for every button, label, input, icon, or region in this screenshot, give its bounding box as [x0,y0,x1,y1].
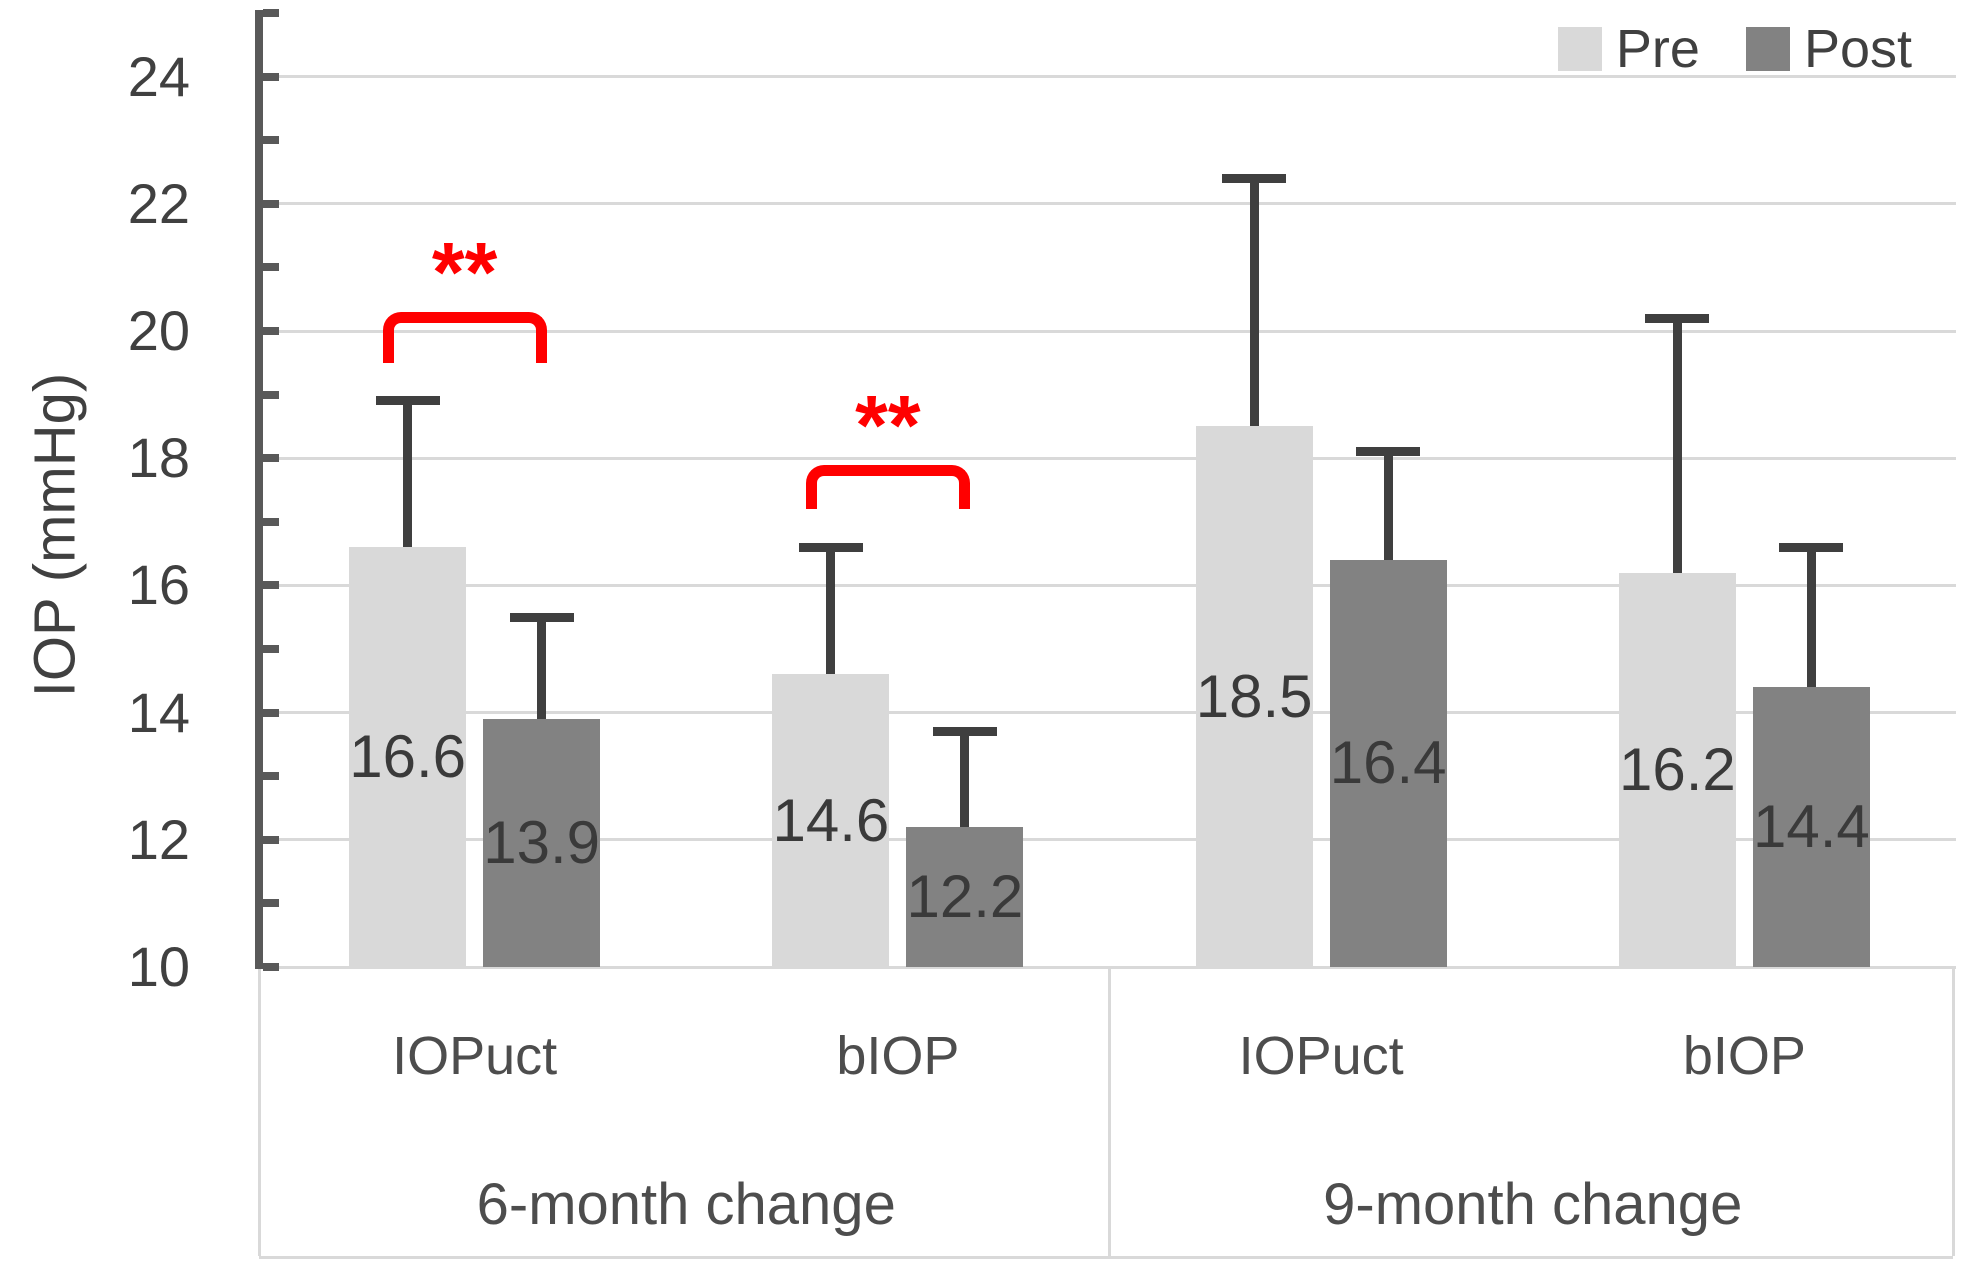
y-axis-tick [263,390,279,399]
legend-swatch-post [1745,27,1790,71]
y-axis-tick [263,963,279,971]
significance-bracket [805,464,970,510]
category-label: IOPuct [1238,1026,1404,1086]
value-label: 14.6 [772,786,890,854]
y-tick-label: 16 [127,553,190,617]
value-label: 13.9 [483,808,601,876]
error-bar-cap [798,542,863,552]
significance-stars: ** [855,377,921,472]
y-axis-tick [263,581,279,590]
group-label: 6-month change [476,1172,896,1237]
legend-label: Post [1803,19,1912,79]
error-bar-line [537,617,547,719]
category-label: IOPuct [392,1026,558,1086]
bar-pre [1195,426,1313,967]
gridline [263,202,1956,206]
legend-swatch-pre [1557,27,1602,71]
gridline [263,329,1956,333]
legend-entry-post: Post [1745,19,1912,79]
y-axis-tick [263,517,279,526]
bar-pre [772,674,890,967]
error-bar-line [1672,318,1682,573]
gridline [263,838,1956,842]
y-axis-tick [263,645,279,653]
y-tick-label: 10 [127,935,190,998]
value-label: 16.6 [349,723,467,791]
y-tick-label: 20 [127,299,190,362]
y-tick-label: 24 [127,44,190,108]
legend-label: Pre [1615,19,1700,79]
y-axis-tick [263,199,279,208]
error-bar-cap [375,396,440,406]
y-axis-tick [263,327,279,335]
y-axis-tick [263,9,279,17]
value-label: 14.4 [1752,793,1870,861]
category-box-bottom-line [259,1256,1953,1259]
y-axis-line [255,10,263,969]
category-divider [1951,967,1955,1256]
value-label: 16.4 [1329,729,1447,797]
gridline [263,75,1956,79]
y-axis-tick [263,899,279,908]
error-bar-cap [1222,173,1287,183]
bar-post [906,827,1024,967]
value-label: 12.2 [906,863,1024,931]
category-divider [257,967,261,1256]
group-label: 9-month change [1323,1172,1743,1237]
error-bar-cap [1356,447,1421,457]
y-axis-tick [263,772,279,781]
gridline [263,711,1956,715]
bar-pre [349,547,467,967]
error-bar-line [1806,547,1816,688]
value-label: 16.2 [1618,735,1736,803]
bar-post [483,718,601,967]
y-tick-label: 18 [127,426,190,490]
error-bar-line [826,547,836,675]
y-axis-tick [263,835,279,844]
y-axis-title: IOP (mmHg) [22,372,88,698]
category-divider [1108,967,1111,1256]
error-bar-line [960,731,970,828]
gridline [263,456,1956,460]
category-label: bIOP [836,1026,960,1086]
error-bar-line [403,400,413,548]
y-axis-tick [263,708,279,717]
significance-stars: ** [431,224,498,319]
gridline [263,583,1956,587]
y-tick-label: 14 [127,680,190,744]
error-bar-cap [1779,542,1844,552]
y-axis-tick [263,263,279,272]
y-axis-tick [263,454,279,463]
value-label: 18.5 [1195,662,1313,730]
bar-pre [1618,572,1736,967]
legend: Pre Post [1557,19,1912,79]
category-label: bIOP [1682,1026,1806,1086]
error-bar-line [1249,178,1259,427]
error-bar-cap [1645,313,1710,323]
legend-entry-pre: Pre [1557,19,1700,79]
y-axis-tick [263,72,279,81]
significance-bracket [382,311,547,363]
error-bar-cap [509,612,574,622]
error-bar-cap [932,727,997,737]
error-bar-line [1383,451,1393,560]
y-axis-tick [263,136,279,145]
y-tick-label: 22 [127,171,190,235]
bar-post [1752,687,1870,967]
bar-post [1329,559,1447,967]
y-tick-label: 12 [127,807,190,871]
